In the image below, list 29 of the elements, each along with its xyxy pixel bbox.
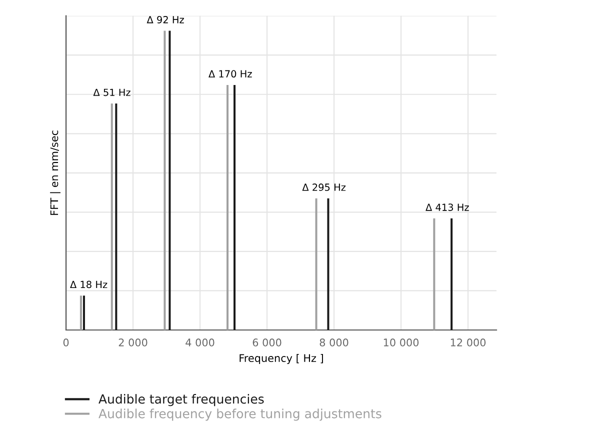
bar (433, 218, 436, 330)
annotation: Δ 295 Hz (302, 184, 346, 191)
bar (164, 30, 166, 330)
bar (450, 218, 453, 330)
bar (110, 104, 113, 330)
bar (80, 296, 82, 330)
annotation: Δ 18 Hz (70, 280, 108, 288)
x-tick-label: 10 000 (384, 338, 419, 346)
bar (315, 198, 318, 330)
legend-label: Audible target frequencies (98, 394, 264, 406)
bar (168, 30, 171, 330)
bar (115, 104, 118, 330)
bar (234, 84, 236, 330)
annotation: Δ 51 Hz (93, 88, 130, 96)
bar (82, 296, 85, 330)
x-tick-label: 2 000 (118, 338, 148, 346)
x-axis-title: Frequency [ Hz ] (240, 354, 323, 364)
bar (327, 198, 330, 330)
bar (226, 84, 229, 330)
annotation: Δ 92 Hz (146, 16, 184, 24)
x-tick-label: 0 (63, 338, 69, 346)
annotation: Δ 413 Hz (426, 204, 469, 211)
x-tick-label: 6 000 (252, 338, 282, 346)
x-tick-label: 4 000 (186, 338, 214, 346)
annotation: Δ 170 Hz (208, 70, 252, 78)
x-tick-label: 12 000 (450, 338, 486, 346)
x-tick-label: 8 000 (320, 338, 348, 346)
y-axis-title: FFT | en mm/sec (50, 130, 60, 215)
legend-label: Audible frequency before tuning adjustments (98, 408, 382, 421)
